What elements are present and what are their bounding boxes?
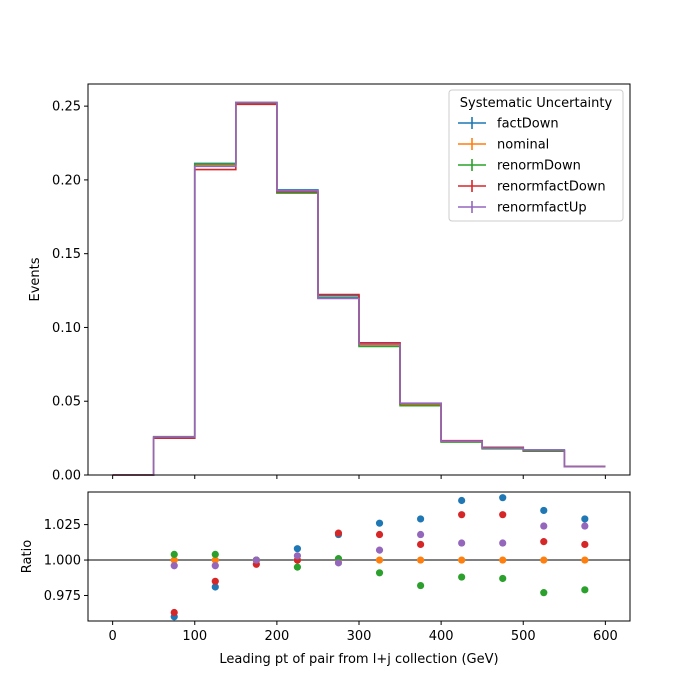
ratio-point-factDown — [375, 519, 384, 527]
ratio-x-tick-label: 200 — [264, 629, 289, 644]
ratio-point-renormDown — [458, 573, 466, 581]
ratio-panel: 0 100 200 300 400 500 600 0.975 1.000 1.025 Ratio… — [20, 491, 631, 667]
ratio-point-renormfactUp — [211, 562, 219, 570]
ratio-point-renormDown — [540, 589, 548, 597]
ratio-y-axis-label: Ratio — [20, 540, 35, 573]
ratio-point-factDown — [458, 496, 466, 505]
ratio-point-renormDown — [416, 581, 425, 590]
ratio-point-renormDown — [375, 569, 384, 577]
ratio-point-renormfactUp — [581, 522, 589, 530]
ratio-point-nominal — [458, 556, 466, 564]
ratio-point-renormfactDown — [458, 511, 466, 519]
ratio-point-renormfactUp — [375, 546, 384, 554]
ratio-point-renormDown — [170, 550, 178, 558]
ratio-point-nominal — [211, 556, 219, 564]
ratio-point-renormfactUp — [499, 539, 507, 547]
ratio-point-renormDown — [581, 586, 589, 594]
ratio-point-nominal — [416, 556, 425, 564]
histogram-y-tick-label: 0.05 — [52, 395, 81, 410]
ratio-x-tick-label: 600 — [593, 629, 618, 644]
legend-entry-renormfactUp: renormfactUp — [458, 201, 587, 216]
ratio-point-factDown — [211, 583, 219, 591]
histogram-y-tick-label: 0.20 — [52, 173, 81, 188]
ratio-series-renormfactDown — [170, 511, 589, 617]
ratio-x-tick-label: 400 — [429, 629, 454, 644]
legend: Systematic Uncertainty factDown nominal re… — [448, 89, 624, 222]
ratio-point-renormfactUp — [252, 556, 260, 564]
ratio-point-renormfactDown — [581, 540, 589, 549]
ratio-point-factDown — [293, 545, 302, 553]
histogram-y-axis-label: Events — [28, 257, 43, 301]
ratio-x-axis-label: Leading pt of pair from l+j collection (… — [219, 652, 498, 667]
ratio-point-renormfactUp — [416, 530, 425, 539]
legend-entry-nominal: nominal — [458, 138, 549, 153]
ratio-point-renormfactDown — [334, 529, 343, 537]
ratio-point-factDown — [581, 515, 589, 523]
ratio-point-renormfactDown — [375, 530, 384, 539]
histogram-y-tick-label: 0.10 — [52, 321, 81, 336]
histogram-axis-ticks: 0.00 0.05 0.10 0.15 0.20 0.25 — [52, 100, 606, 484]
histogram-panel: 0.00 0.05 0.10 0.15 0.20 0.25 Events Systemat… — [28, 83, 631, 484]
legend-entry-renormfactDown: renormfactDown — [458, 180, 606, 195]
ratio-point-nominal — [375, 556, 384, 564]
legend-label-factDown: factDown — [497, 117, 559, 132]
ratio-axes-frame — [87, 491, 631, 622]
ratio-point-renormDown — [293, 563, 302, 571]
legend-label-renormfactDown: renormfactDown — [497, 180, 606, 195]
ratio-point-factDown — [540, 506, 548, 515]
ratio-point-renormfactDown — [416, 540, 425, 549]
legend-label-renormDown: renormDown — [497, 159, 581, 174]
ratio-point-renormDown — [499, 574, 507, 583]
ratio-point-nominal — [540, 556, 548, 564]
ratio-point-nominal — [170, 556, 178, 564]
ratio-y-tick-label: 1.025 — [44, 518, 81, 533]
legend-label-nominal: nominal — [497, 138, 549, 153]
ratio-point-renormfactDown — [170, 608, 178, 617]
ratio-points-group — [170, 494, 589, 621]
histogram-series-renormfactUp — [112, 101, 606, 476]
ratio-point-renormfactUp — [293, 552, 302, 560]
legend-label-renormfactUp: renormfactUp — [497, 201, 587, 216]
ratio-point-nominal — [581, 556, 589, 564]
legend-entries: factDown nominal renormDown renormfactDown r… — [458, 117, 606, 216]
legend-entry-renormDown: renormDown — [458, 159, 581, 174]
ratio-y-tick-label: 0.975 — [44, 589, 81, 604]
ratio-point-factDown — [416, 515, 425, 523]
ratio-x-tick-label: 0 — [108, 629, 116, 644]
histogram-y-tick-label: 0.15 — [52, 247, 81, 262]
ratio-point-renormfactDown — [499, 511, 507, 519]
ratio-series-renormfactUp — [170, 522, 589, 570]
ratio-y-tick-label: 1.000 — [44, 554, 81, 569]
ratio-point-renormfactUp — [334, 559, 343, 567]
histogram-series-group — [112, 101, 606, 476]
ratio-x-tick-label: 300 — [347, 629, 372, 644]
ratio-x-tick-label: 100 — [182, 629, 207, 644]
histogram-y-tick-label: 0.00 — [52, 469, 81, 484]
ratio-x-tick-label: 500 — [511, 629, 536, 644]
ratio-point-renormDown — [211, 550, 219, 558]
ratio-point-renormfactUp — [540, 522, 548, 530]
ratio-point-renormfactDown — [211, 577, 219, 585]
ratio-axis-ticks: 0 100 200 300 400 500 600 0.975 1.000 1.025 — [44, 518, 618, 644]
histogram-y-tick-label: 0.25 — [52, 100, 81, 115]
ratio-point-nominal — [499, 556, 507, 564]
histogram-axes-frame — [87, 83, 631, 476]
ratio-point-renormfactUp — [170, 562, 178, 570]
legend-title: Systematic Uncertainty — [460, 96, 613, 111]
legend-box — [448, 89, 624, 222]
ratio-point-renormfactDown — [540, 538, 548, 546]
ratio-point-factDown — [499, 494, 507, 502]
ratio-point-renormfactUp — [458, 539, 466, 547]
legend-entry-factDown: factDown — [458, 117, 559, 132]
